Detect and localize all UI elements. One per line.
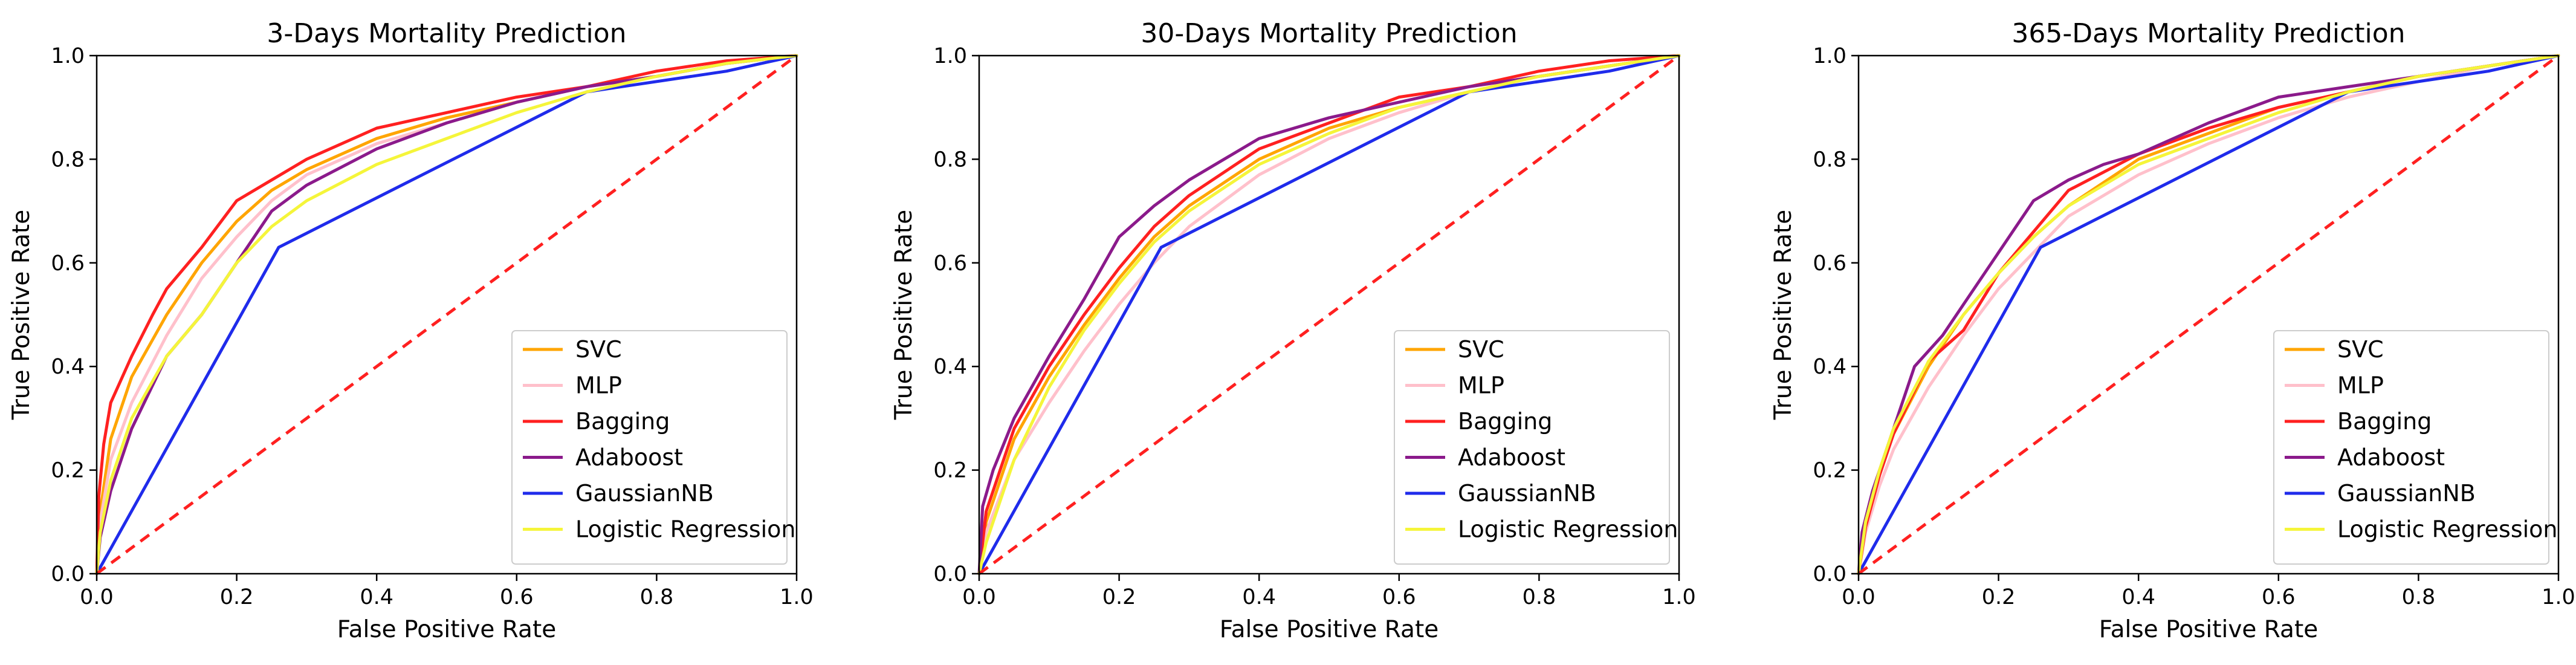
roc-chart-2: 30-Days Mortality Prediction 0.0 0.2 0.4 0.6…	[890, 18, 1696, 643]
y-tick-label: 1.0	[933, 44, 967, 68]
x-tick-label: 0.0	[80, 585, 114, 609]
legend-entry: SVC	[1458, 336, 1504, 363]
y-tick-label: 0.0	[933, 562, 967, 586]
x-tick-label: 0.4	[1242, 585, 1276, 609]
x-tick-label: 0.8	[1523, 585, 1556, 609]
x-axis-label: False Positive Rate	[337, 616, 556, 643]
plot-frame	[1857, 54, 2560, 575]
series-line-bagging	[977, 54, 1681, 576]
y-tick-label: 0.6	[1813, 251, 1846, 276]
x-tick-label: 0.6	[1382, 585, 1416, 609]
x-tick-label: 0.6	[2262, 585, 2296, 609]
y-tick-label: 0.6	[933, 251, 967, 276]
legend-entry: Logistic Regression	[1458, 516, 1678, 543]
legend-entry: Logistic Regression	[575, 516, 796, 543]
chart-title: 365-Days Mortality Prediction	[2011, 18, 2405, 49]
y-tick-label: 0.6	[51, 251, 85, 276]
plot-frame	[95, 54, 798, 575]
legend-entry: GaussianNB	[575, 480, 714, 507]
legend-entry: Logistic Regression	[2337, 516, 2558, 543]
y-tick-label: 0.2	[933, 459, 967, 483]
legend-entry: MLP	[2337, 372, 2384, 399]
plot-frame	[978, 54, 1680, 575]
series-line-logistic-regression	[1857, 54, 2560, 576]
y-tick-label: 0.8	[1813, 148, 1846, 172]
legend-box	[2273, 330, 2549, 565]
legend-box	[1394, 330, 1670, 565]
y-tick-label: 0.2	[51, 459, 85, 483]
y-tick-label: 1.0	[1813, 44, 1846, 68]
legend-entry: Adaboost	[575, 444, 683, 471]
x-tick-label: 0.2	[220, 585, 254, 609]
x-tick-label: 0.2	[1102, 585, 1136, 609]
y-tick-label: 0.8	[933, 148, 967, 172]
legend: SVC MLP Bagging Adaboost GaussianNB Logistic …	[2273, 330, 2558, 565]
chance-diagonal-line	[978, 54, 1680, 576]
x-tick-label: 0.0	[1842, 585, 1875, 609]
x-tick-label: 0.6	[500, 585, 534, 609]
legend-entry: GaussianNB	[1458, 480, 1596, 507]
x-tick-label: 0.4	[2121, 585, 2155, 609]
legend-entry: SVC	[2337, 336, 2384, 363]
legend-entry: GaussianNB	[2337, 480, 2476, 507]
legend-box	[511, 330, 788, 565]
chance-diagonal-line	[1857, 54, 2560, 576]
x-tick-label: 1.0	[780, 585, 814, 609]
series-line-adaboost	[977, 54, 1681, 576]
legend-entry: SVC	[575, 336, 622, 363]
x-axis-label: False Positive Rate	[1220, 616, 1438, 643]
chance-diagonal-line	[95, 54, 798, 576]
y-axis-label: True Positive Rate	[890, 210, 917, 420]
x-tick-label: 0.8	[2402, 585, 2436, 609]
x-tick-label: 0.0	[962, 585, 996, 609]
y-axis-label: True Positive Rate	[1770, 210, 1797, 420]
legend-entry: Bagging	[575, 408, 670, 435]
chart-title: 3-Days Mortality Prediction	[267, 18, 626, 49]
series-line-mlp	[1857, 54, 2560, 576]
legend: SVC MLP Bagging Adaboost GaussianNB Logistic …	[511, 330, 796, 565]
series-line-adaboost	[95, 54, 798, 576]
legend-entry: Bagging	[1458, 408, 1552, 435]
y-tick-label: 0.0	[1813, 562, 1846, 586]
y-tick-label: 0.2	[1813, 459, 1846, 483]
legend-entry: MLP	[1458, 372, 1504, 399]
series-line-logistic-regression	[977, 54, 1681, 576]
roc-chart-1: 3-Days Mortality Prediction 0.0 0.2 0.4 0.6 0…	[8, 18, 814, 643]
chart-title: 30-Days Mortality Prediction	[1141, 18, 1517, 49]
y-tick-label: 0.4	[51, 355, 85, 379]
y-tick-label: 1.0	[51, 44, 85, 68]
y-tick-label: 0.4	[933, 355, 967, 379]
y-tick-label: 0.4	[1813, 355, 1846, 379]
roc-chart-3: 365-Days Mortality Prediction 0.0 0.2 0.4 0.…	[1770, 18, 2575, 643]
x-tick-label: 1.0	[2542, 585, 2575, 609]
legend-entry: Adaboost	[2337, 444, 2445, 471]
legend-entry: Bagging	[2337, 408, 2432, 435]
x-tick-label: 1.0	[1662, 585, 1696, 609]
legend-entry: MLP	[575, 372, 622, 399]
legend-entry: Adaboost	[1458, 444, 1565, 471]
y-tick-label: 0.8	[51, 148, 85, 172]
series-line-logistic-regression	[95, 54, 798, 576]
y-tick-label: 0.0	[51, 562, 85, 586]
x-tick-label: 0.8	[640, 585, 674, 609]
x-tick-label: 0.2	[1982, 585, 2016, 609]
x-tick-label: 0.4	[360, 585, 393, 609]
y-axis-label: True Positive Rate	[8, 210, 35, 420]
legend: SVC MLP Bagging Adaboost GaussianNB Logistic …	[1394, 330, 1678, 565]
x-axis-label: False Positive Rate	[2099, 616, 2318, 643]
